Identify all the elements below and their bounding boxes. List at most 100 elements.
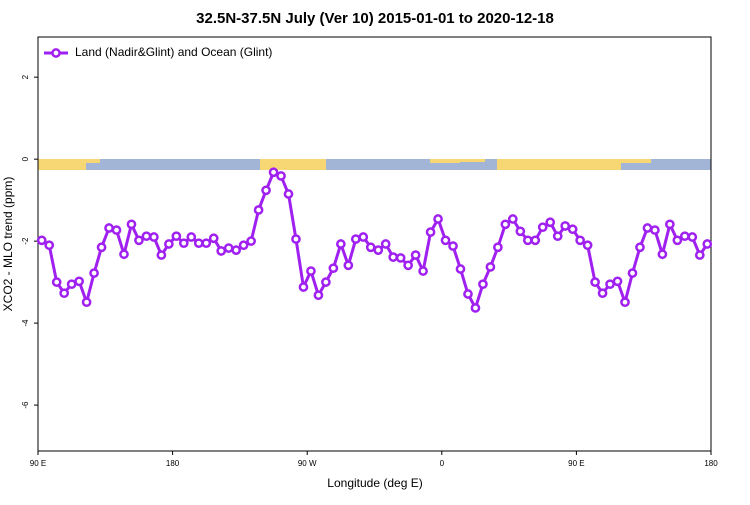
point	[216, 246, 227, 256]
point	[470, 303, 481, 313]
point	[672, 235, 683, 246]
land-band	[621, 159, 651, 163]
point	[493, 242, 503, 253]
ocean-band	[38, 159, 711, 170]
point	[552, 231, 563, 242]
point	[694, 250, 705, 260]
point	[328, 263, 339, 274]
y-tick-label: -4	[21, 319, 30, 327]
point	[66, 279, 77, 290]
point	[380, 239, 391, 249]
point	[500, 219, 511, 230]
point	[321, 277, 331, 287]
legend-marker	[51, 48, 61, 58]
chart-title: 32.5N-37.5N July (Ver 10) 2015-01-01 to …	[196, 10, 554, 27]
point	[702, 239, 713, 249]
point	[567, 224, 578, 235]
point	[373, 245, 384, 255]
point	[522, 235, 533, 246]
point	[448, 241, 458, 251]
point	[575, 235, 585, 246]
point	[253, 205, 264, 215]
point	[306, 266, 316, 276]
point	[627, 268, 638, 278]
point	[313, 290, 324, 301]
point	[657, 249, 668, 260]
point	[642, 223, 653, 233]
point	[44, 240, 55, 251]
y-tick-label: 0	[21, 156, 30, 161]
point	[223, 243, 234, 253]
point	[343, 260, 354, 271]
point	[560, 221, 571, 231]
point	[545, 217, 556, 228]
point	[433, 214, 443, 224]
y-tick-label: 2	[21, 74, 30, 79]
point	[74, 276, 84, 287]
point	[276, 171, 286, 181]
x-tick-label: 180	[166, 459, 180, 468]
point	[537, 222, 548, 233]
land-band	[460, 159, 485, 162]
point	[650, 225, 660, 235]
point	[410, 250, 421, 260]
point	[186, 232, 197, 242]
point	[36, 235, 47, 246]
point	[388, 252, 399, 262]
point	[463, 289, 473, 299]
land-band	[497, 159, 621, 170]
point	[238, 240, 249, 251]
x-tick-label: 90 W	[298, 459, 317, 468]
point	[141, 231, 152, 242]
land-band	[38, 159, 86, 170]
point	[605, 279, 615, 290]
point	[291, 234, 301, 244]
y-tick-label: -6	[21, 401, 30, 409]
land-mask	[38, 159, 711, 170]
point	[298, 282, 309, 292]
point	[358, 232, 369, 242]
x-tick-label: 90 E	[568, 459, 584, 468]
point	[350, 234, 361, 244]
point	[59, 288, 70, 299]
point	[283, 189, 294, 199]
point	[164, 239, 174, 249]
point	[336, 239, 346, 249]
point	[171, 231, 182, 242]
point	[208, 233, 219, 244]
point	[111, 225, 122, 235]
point	[89, 268, 99, 278]
point	[597, 288, 608, 299]
point	[590, 277, 600, 287]
point	[530, 235, 541, 246]
point	[126, 219, 137, 230]
point	[51, 277, 62, 287]
point	[418, 266, 428, 276]
point	[635, 242, 645, 253]
point	[156, 250, 167, 260]
point	[193, 238, 204, 249]
point	[440, 235, 451, 246]
land-band	[86, 159, 100, 163]
point	[96, 242, 107, 253]
point	[687, 232, 698, 242]
legend-label: Land (Nadir&Glint) and Ocean (Glint)	[75, 45, 272, 59]
point	[403, 260, 413, 271]
x-tick-label: 180	[704, 459, 718, 468]
point	[178, 238, 189, 249]
land-band	[430, 159, 460, 163]
x-tick-label: 0	[440, 459, 445, 468]
point	[268, 167, 279, 178]
point	[665, 219, 675, 230]
point	[81, 297, 92, 308]
point	[104, 223, 114, 233]
x-axis-label: Longitude (deg E)	[327, 476, 422, 490]
point	[679, 231, 690, 242]
point	[515, 226, 526, 237]
point	[395, 253, 406, 263]
point	[478, 279, 488, 290]
point	[582, 240, 593, 251]
point	[231, 245, 242, 255]
land-band	[260, 159, 326, 170]
